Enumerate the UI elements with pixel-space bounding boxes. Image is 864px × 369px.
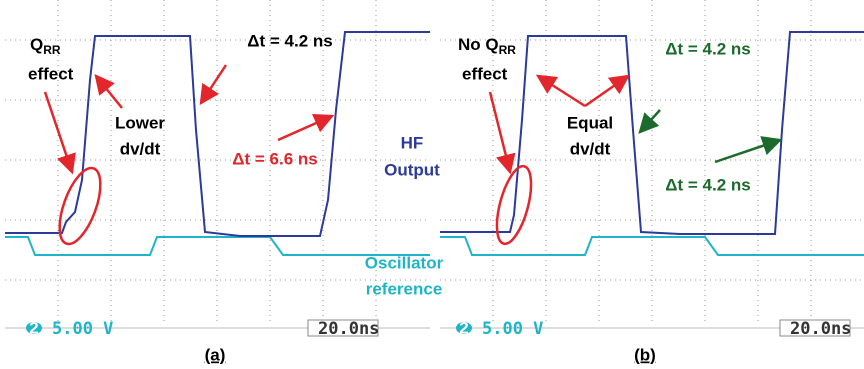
osc-label: Oscillator bbox=[365, 253, 444, 272]
hf-label: Output bbox=[384, 160, 440, 179]
panel-label: (a) bbox=[205, 345, 226, 364]
qrr-note-line2: effect bbox=[28, 64, 74, 83]
channel: 2 bbox=[459, 318, 468, 337]
arrow bbox=[715, 140, 780, 162]
slope-note: dv/dt bbox=[120, 139, 161, 158]
channel: 2 bbox=[29, 318, 38, 337]
dt-bottom: Δt = 4.2 ns bbox=[665, 175, 750, 194]
qrr-main: Q bbox=[30, 35, 43, 54]
timebase: 20.0ns bbox=[318, 319, 379, 339]
panel-a: QRR effect Lower dv/dt Δt = 4.2 ns Δt = … bbox=[5, 0, 444, 364]
arrow bbox=[640, 110, 660, 132]
dt-top: Δt = 4.2 ns bbox=[247, 31, 332, 50]
qrr-sub: RR bbox=[499, 43, 517, 57]
qrr-main: No Q bbox=[458, 35, 499, 54]
scale: 5.00 V bbox=[52, 319, 113, 339]
scale: 5.00 V bbox=[482, 319, 543, 339]
hf-output-trace bbox=[440, 32, 864, 234]
qrr-note: No QRR bbox=[458, 35, 516, 57]
qrr-sub: RR bbox=[43, 43, 61, 57]
slope-note: Equal bbox=[567, 113, 613, 132]
status-bar: 2 5.00 V 20.0ns bbox=[440, 318, 864, 339]
arrow bbox=[538, 76, 585, 106]
arrow bbox=[585, 76, 628, 106]
panel-label: (b) bbox=[634, 345, 656, 364]
timebase: 20.0ns bbox=[790, 319, 851, 339]
osc-label: reference bbox=[366, 279, 443, 298]
slope-note: Lower bbox=[115, 113, 165, 132]
figure: QRR effect Lower dv/dt Δt = 4.2 ns Δt = … bbox=[0, 0, 864, 369]
qrr-note-line2: effect bbox=[462, 64, 508, 83]
dt-bottom: Δt = 6.6 ns bbox=[232, 149, 317, 168]
hf-label: HF bbox=[401, 133, 424, 152]
dt-top: Δt = 4.2 ns bbox=[665, 39, 750, 58]
slope-note: dv/dt bbox=[570, 139, 611, 158]
panel-b: No QRR effect Equal dv/dt Δt = 4.2 ns Δt… bbox=[440, 0, 864, 364]
